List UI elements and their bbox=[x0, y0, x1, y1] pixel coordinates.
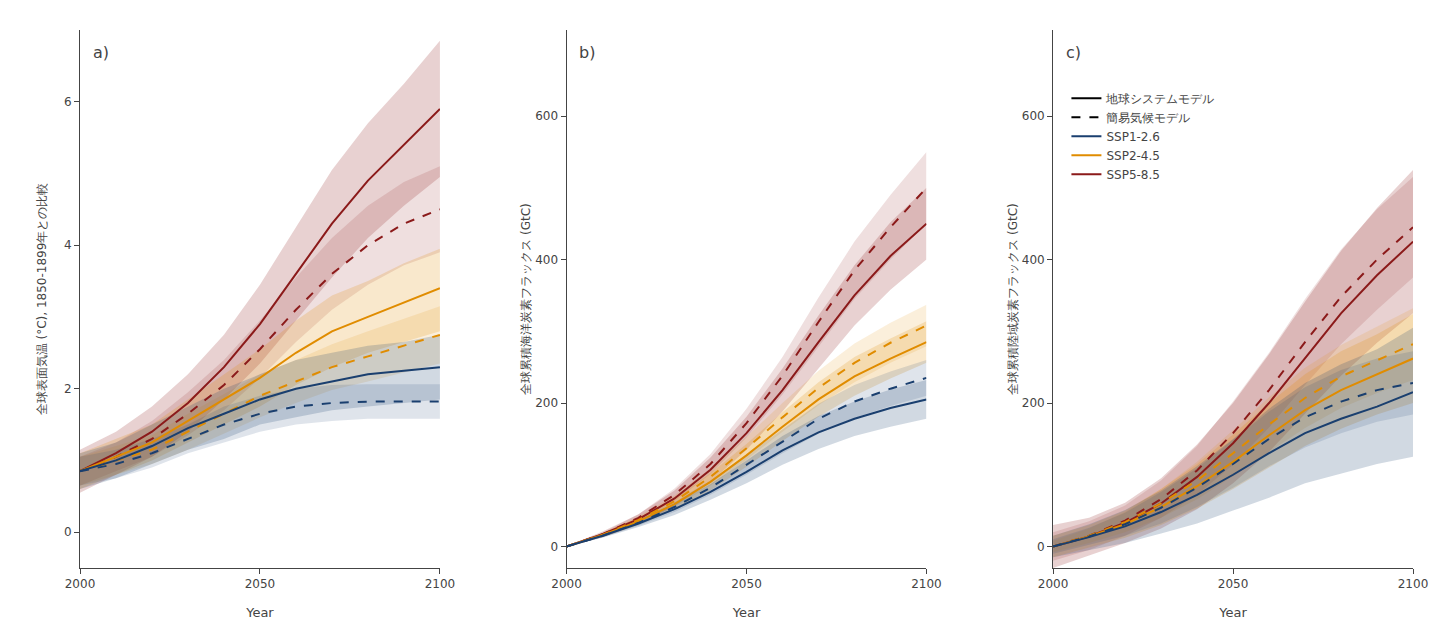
svg-text:0: 0 bbox=[64, 525, 72, 539]
svg-text:400: 400 bbox=[535, 253, 558, 267]
svg-text:Year: Year bbox=[732, 605, 761, 620]
svg-text:Year: Year bbox=[245, 605, 274, 620]
svg-text:2050: 2050 bbox=[1218, 577, 1249, 591]
svg-text:SSP1-2.6: SSP1-2.6 bbox=[1106, 130, 1160, 144]
svg-text:2000: 2000 bbox=[551, 577, 582, 591]
svg-text:全球累積陸域炭素フラックス (GtC): 全球累積陸域炭素フラックス (GtC) bbox=[1006, 203, 1020, 395]
svg-text:簡易気候モデル: 簡易気候モデル bbox=[1106, 111, 1190, 125]
svg-text:4: 4 bbox=[64, 238, 72, 252]
svg-text:全球表面気温 (°C), 1850-1899年との比較: 全球表面気温 (°C), 1850-1899年との比較 bbox=[35, 183, 49, 416]
svg-text:2100: 2100 bbox=[425, 577, 456, 591]
svg-text:地球システムモデル: 地球システムモデル bbox=[1105, 92, 1214, 106]
svg-text:2100: 2100 bbox=[1398, 577, 1429, 591]
svg-text:0: 0 bbox=[1037, 540, 1045, 554]
svg-text:c): c) bbox=[1066, 43, 1081, 62]
svg-text:600: 600 bbox=[535, 109, 558, 123]
svg-text:SSP5-8.5: SSP5-8.5 bbox=[1106, 168, 1160, 182]
svg-text:Year: Year bbox=[1218, 605, 1247, 620]
svg-text:0: 0 bbox=[551, 540, 559, 554]
svg-text:200: 200 bbox=[535, 396, 558, 410]
svg-text:b): b) bbox=[579, 43, 595, 62]
svg-text:SSP2-4.5: SSP2-4.5 bbox=[1106, 149, 1160, 163]
svg-text:a): a) bbox=[93, 43, 109, 62]
svg-text:2: 2 bbox=[64, 382, 72, 396]
svg-text:2050: 2050 bbox=[731, 577, 762, 591]
svg-text:400: 400 bbox=[1022, 253, 1045, 267]
svg-text:2050: 2050 bbox=[245, 577, 276, 591]
svg-text:6: 6 bbox=[64, 95, 72, 109]
svg-text:600: 600 bbox=[1022, 109, 1045, 123]
svg-text:2000: 2000 bbox=[1038, 577, 1069, 591]
svg-text:200: 200 bbox=[1022, 396, 1045, 410]
svg-text:2000: 2000 bbox=[65, 577, 96, 591]
svg-text:2100: 2100 bbox=[911, 577, 942, 591]
svg-text:全球累積海洋炭素フラックス (GtC): 全球累積海洋炭素フラックス (GtC) bbox=[519, 203, 533, 395]
